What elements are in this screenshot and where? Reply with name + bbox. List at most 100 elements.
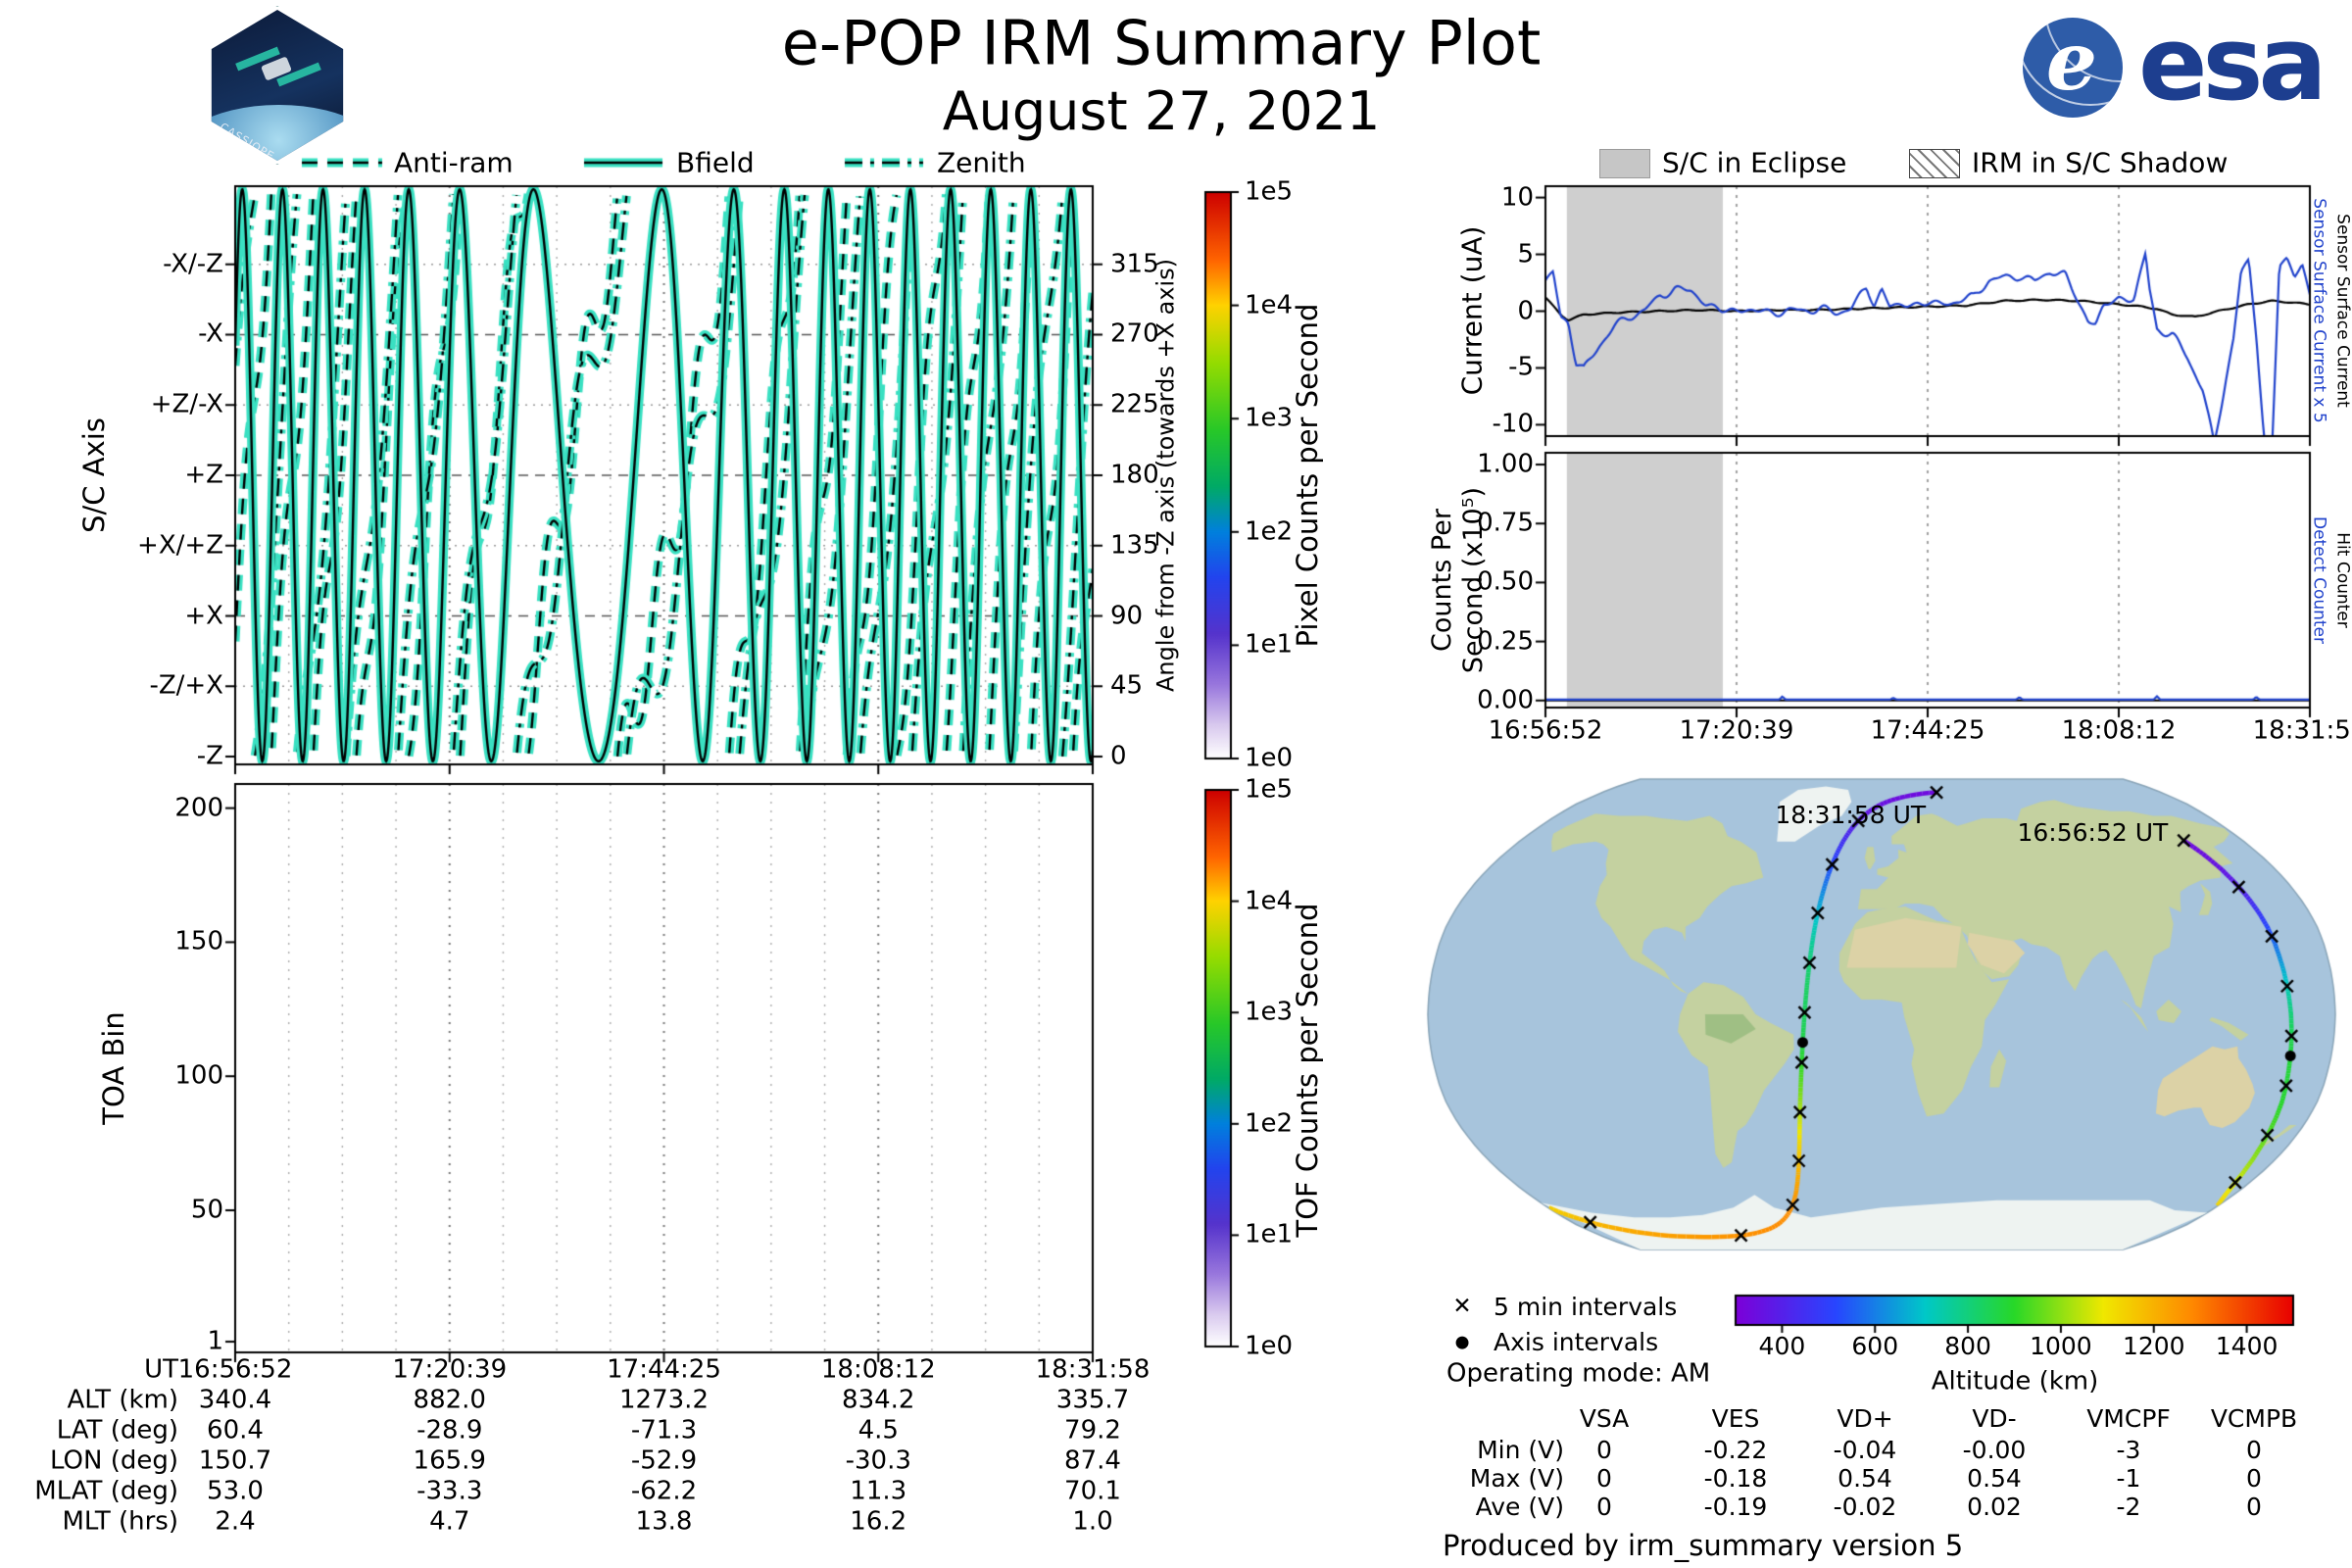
angle-ytick: 90 <box>1110 600 1144 630</box>
voltage-value: 0.02 <box>1967 1493 2022 1521</box>
pixel-cbar-tick: 1e4 <box>1245 290 1294 320</box>
patch-face: CASSIOPE <box>211 10 344 161</box>
angle-ytick: 225 <box>1110 389 1159 419</box>
ephemeris-value: 4.5 <box>858 1415 899 1446</box>
toa-ytick: 200 <box>174 793 223 823</box>
voltage-value: 0 <box>2246 1436 2262 1464</box>
voltage-col-header: VMCPF <box>2086 1404 2171 1433</box>
altitude-tick: 1400 <box>2215 1332 2278 1360</box>
ephemeris-value: 1273.2 <box>619 1385 709 1415</box>
angle-ytick: 135 <box>1110 530 1159 561</box>
ephemeris-value: 13.8 <box>635 1506 693 1537</box>
voltage-value: -0.19 <box>1703 1493 1768 1521</box>
counts-ytick: 0.75 <box>1477 508 1534 538</box>
ephemeris-value: 17:44:25 <box>607 1354 721 1385</box>
esa-symbol-e: e <box>2045 18 2098 110</box>
sc-axis-ytick: -X/-Z <box>163 249 223 279</box>
sc-axis-ylabel: S/C Axis <box>76 417 111 533</box>
page-title: e-POP IRM Summary Plot <box>781 7 1542 79</box>
toa-ytick: 100 <box>174 1060 223 1091</box>
voltage-value: 0 <box>1596 1493 1612 1521</box>
voltage-value: -2 <box>2116 1493 2141 1521</box>
counts-ytick: 1.00 <box>1477 449 1534 479</box>
voltage-value: -0.02 <box>1833 1493 1897 1521</box>
ephemeris-value: 87.4 <box>1064 1446 1121 1476</box>
ephemeris-value: 2.4 <box>215 1506 256 1537</box>
ephemeris-value: -28.9 <box>416 1415 483 1446</box>
ephemeris-value: 340.4 <box>198 1385 272 1415</box>
voltage-row-label: Ave (V) <box>1475 1493 1564 1521</box>
counts-ytick: 0.25 <box>1477 626 1534 657</box>
voltage-row-label: Min (V) <box>1477 1436 1564 1464</box>
altitude-tick: 600 <box>1851 1332 1899 1360</box>
voltage-value: -0.04 <box>1833 1436 1897 1464</box>
ephemeris-value: 335.7 <box>1055 1385 1130 1415</box>
dot-marker-icon: ● <box>1454 1332 1470 1352</box>
map-annotation-end-time: 18:31:58 UT <box>1775 801 1927 830</box>
ephemeris-value: 53.0 <box>207 1476 264 1506</box>
toa-ytick: 50 <box>190 1195 223 1225</box>
sc-axis-ytick: +X/+Z <box>137 530 223 561</box>
eclipse-legend-label: S/C in Eclipse <box>1662 146 1847 179</box>
altitude-tick: 1000 <box>2030 1332 2092 1360</box>
tof-cbar-tick: 1e5 <box>1245 774 1294 805</box>
time-xtick: 18:31:58 <box>2252 715 2352 746</box>
tof-cbar-label: TOF Counts per Second <box>1290 903 1324 1238</box>
ephemeris-value: 18:08:12 <box>820 1354 936 1385</box>
counts-ytick: 0.50 <box>1477 566 1534 597</box>
voltage-col-header: VSA <box>1579 1404 1630 1433</box>
current-ytick: 5 <box>1517 238 1534 269</box>
current-ylabel: Current (uA) <box>1455 225 1489 396</box>
current-ytick: 0 <box>1517 295 1534 325</box>
ephemeris-row-label: ALT (km) <box>67 1385 178 1415</box>
map-annotation-start-time: 16:56:52 UT <box>2017 817 2169 847</box>
pixel-cbar-tick: 1e3 <box>1245 403 1294 433</box>
hit-counter-label: Hit Counter <box>2332 532 2352 628</box>
sensor-current-label: Sensor Surface Current <box>2332 214 2352 408</box>
operating-mode-label: Operating mode: AM <box>1446 1358 1711 1389</box>
legend-bfield-label: Bfield <box>676 146 755 179</box>
time-xtick: 16:56:52 <box>1488 715 1603 746</box>
ephemeris-value: 4.7 <box>429 1506 470 1537</box>
shadow-legend-label: IRM in S/C Shadow <box>1972 146 2229 179</box>
legend-zenith-label: Zenith <box>937 146 1026 179</box>
esa-logo: e esa <box>2023 4 2328 123</box>
pixel-cbar-tick: 1e1 <box>1245 629 1294 660</box>
ephemeris-value: -30.3 <box>845 1446 911 1476</box>
sc-axis-ytick: +Z/-X <box>150 389 223 419</box>
pixel-cbar-tick: 1e5 <box>1245 176 1294 207</box>
sc-axis-ytick: +Z <box>184 460 223 490</box>
current-ytick: -5 <box>1508 352 1534 382</box>
altitude-cbar-label: Altitude (km) <box>1931 1366 2099 1396</box>
esa-globe-icon: e <box>2023 18 2123 118</box>
counts-ytick: 0.00 <box>1477 685 1534 715</box>
voltage-value: -0.00 <box>1962 1436 2027 1464</box>
page-date: August 27, 2021 <box>942 79 1381 142</box>
ephemeris-value: -62.2 <box>630 1476 698 1506</box>
ephemeris-row-label: LAT (deg) <box>56 1415 178 1446</box>
angle-ytick: 45 <box>1110 670 1144 701</box>
angle-ytick: 270 <box>1110 318 1159 349</box>
x-marker-icon: ✕ <box>1452 1294 1472 1320</box>
pixel-cbar-label: Pixel Counts per Second <box>1290 303 1324 648</box>
sensor-current-x5-label: Sensor Surface Current x 5 <box>2309 198 2329 423</box>
ephemeris-value: 17:20:39 <box>392 1354 508 1385</box>
voltage-value: -0.18 <box>1703 1464 1768 1493</box>
legend-antiram-label: Anti-ram <box>394 146 514 179</box>
angle-ytick: 180 <box>1110 460 1159 490</box>
detect-counter-label: Detect Counter <box>2309 515 2329 645</box>
ephemeris-value: 165.9 <box>413 1446 486 1476</box>
tof-cbar-tick: 1e2 <box>1245 1108 1294 1139</box>
ephemeris-value: 79.2 <box>1064 1415 1121 1446</box>
toa-ytick: 1 <box>207 1326 223 1356</box>
ephemeris-value: 16.2 <box>850 1506 907 1537</box>
ephemeris-value: 882.0 <box>413 1385 486 1415</box>
toa-ytick: 150 <box>174 926 223 956</box>
tof-cbar-tick: 1e4 <box>1245 886 1294 916</box>
sc-axis-ytick: -Z <box>196 741 223 771</box>
voltage-col-header: VES <box>1711 1404 1760 1433</box>
tof-cbar-tick: 1e1 <box>1245 1219 1294 1250</box>
ephemeris-value: 834.2 <box>842 1385 915 1415</box>
ephemeris-value: -71.3 <box>630 1415 698 1446</box>
